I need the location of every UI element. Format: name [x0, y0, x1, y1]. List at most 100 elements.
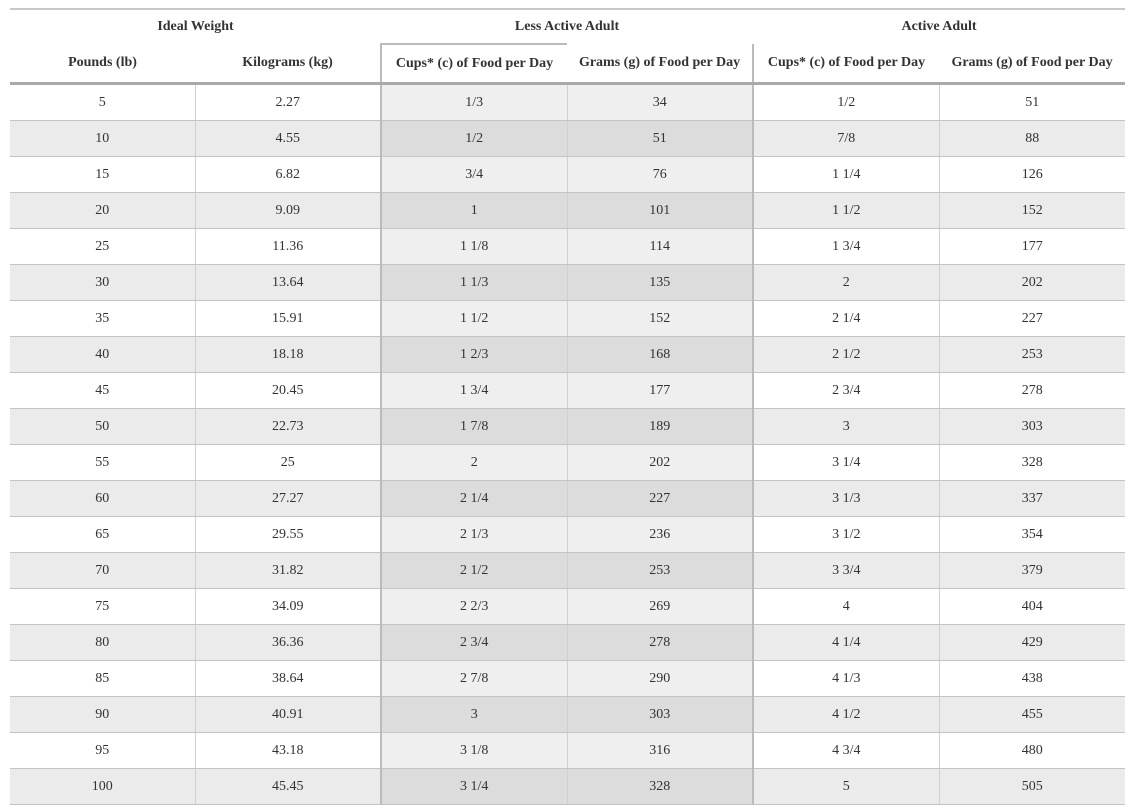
table-row: 100 45.45 3 1/4 328 5 505 [10, 768, 1126, 805]
table-cell: 80 [10, 624, 195, 661]
table-cell: 2 [380, 444, 567, 481]
table-cell: 2 1/3 [380, 516, 567, 553]
table-cell: 177 [938, 228, 1126, 265]
table-cell: 328 [566, 768, 755, 805]
table-cell: 438 [938, 660, 1126, 697]
table-cell: 2.27 [194, 83, 381, 121]
table-cell: 2 3/4 [380, 624, 567, 661]
table-row: 85 38.64 2 7/8 290 4 1/3 438 [10, 660, 1126, 697]
table-cell: 4 1/3 [752, 660, 940, 697]
table-cell: 135 [566, 264, 755, 301]
table-cell: 168 [566, 336, 755, 373]
table-cell: 7/8 [752, 120, 940, 157]
table-cell: 303 [938, 408, 1126, 445]
table-cell: 152 [566, 300, 755, 337]
table-cell: 70 [10, 552, 195, 589]
table-row: 65 29.55 2 1/3 236 3 1/2 354 [10, 516, 1126, 553]
table-cell: 55 [10, 444, 195, 481]
table-cell: 51 [566, 120, 755, 157]
table-cell: 11.36 [194, 228, 381, 265]
table-cell: 114 [566, 228, 755, 265]
table-row: 30 13.64 1 1/3 135 2 202 [10, 264, 1126, 301]
table-cell: 236 [566, 516, 755, 553]
table-cell: 25 [10, 228, 195, 265]
table-cell: 1/2 [752, 83, 940, 121]
table-cell: 20.45 [194, 372, 381, 409]
group-header: Ideal Weight [10, 8, 381, 44]
table-cell: 2 [752, 264, 940, 301]
table-cell: 3 1/3 [752, 480, 940, 517]
table-row: 75 34.09 2 2/3 269 4 404 [10, 588, 1126, 625]
table-cell: 1/3 [380, 83, 567, 121]
table-cell: 202 [566, 444, 755, 481]
table-cell: 95 [10, 732, 195, 769]
table-cell: 36.36 [194, 624, 381, 661]
table-cell: 3 3/4 [752, 552, 940, 589]
table-cell: 20 [10, 192, 195, 229]
table-cell: 40.91 [194, 696, 381, 733]
table-cell: 2 1/2 [752, 336, 940, 373]
table-cell: 9.09 [194, 192, 381, 229]
table-cell: 15.91 [194, 300, 381, 337]
table-cell: 40 [10, 336, 195, 373]
table-cell: 1 1/4 [752, 156, 940, 193]
table-cell: 505 [938, 768, 1126, 805]
table-cell: 2 3/4 [752, 372, 940, 409]
table-row: 70 31.82 2 1/2 253 3 3/4 379 [10, 552, 1126, 589]
table-cell: 328 [938, 444, 1126, 481]
table-cell: 152 [938, 192, 1126, 229]
table-cell: 4.55 [194, 120, 381, 157]
table-cell: 25 [194, 444, 381, 481]
column-header: Kilograms (kg) [195, 44, 381, 85]
table-cell: 3/4 [380, 156, 567, 193]
table-cell: 45 [10, 372, 195, 409]
table-cell: 1 3/4 [752, 228, 940, 265]
table-cell: 303 [566, 696, 755, 733]
table-cell: 337 [938, 480, 1126, 517]
table-cell: 45.45 [194, 768, 381, 805]
table-cell: 455 [938, 696, 1126, 733]
table-cell: 253 [566, 552, 755, 589]
table-cell: 1 3/4 [380, 372, 567, 409]
table-cell: 2 1/4 [752, 300, 940, 337]
feeding-table: Ideal Weight Less Active Adult Active Ad… [10, 8, 1126, 805]
table-cell: 404 [938, 588, 1126, 625]
table-row: 20 9.09 1 101 1 1/2 152 [10, 192, 1126, 229]
table-cell: 29.55 [194, 516, 381, 553]
table-cell: 2 7/8 [380, 660, 567, 697]
table-cell: 480 [938, 732, 1126, 769]
table-cell: 30 [10, 264, 195, 301]
table-row: 25 11.36 1 1/8 114 1 3/4 177 [10, 228, 1126, 265]
table-cell: 38.64 [194, 660, 381, 697]
table-cell: 1 1/3 [380, 264, 567, 301]
table-cell: 4 1/4 [752, 624, 940, 661]
group-header: Active Adult [753, 8, 1126, 44]
table-row: 55 25 2 202 3 1/4 328 [10, 444, 1126, 481]
table-cell: 88 [938, 120, 1126, 157]
table-cell: 5 [10, 83, 195, 121]
table-cell: 1 7/8 [380, 408, 567, 445]
table-cell: 76 [566, 156, 755, 193]
table-row: 15 6.82 3/4 76 1 1/4 126 [10, 156, 1126, 193]
table-cell: 13.64 [194, 264, 381, 301]
table-cell: 31.82 [194, 552, 381, 589]
table-row: 95 43.18 3 1/8 316 4 3/4 480 [10, 732, 1126, 769]
table-cell: 51 [938, 83, 1126, 121]
table-cell: 379 [938, 552, 1126, 589]
table-cell: 100 [10, 768, 195, 805]
table-cell: 3 1/2 [752, 516, 940, 553]
table-cell: 5 [752, 768, 940, 805]
column-header: Cups* (c) of Food per Day [380, 43, 567, 85]
table-cell: 189 [566, 408, 755, 445]
table-row: 5 2.27 1/3 34 1/2 51 [10, 83, 1126, 121]
table-cell: 15 [10, 156, 195, 193]
table-cell: 43.18 [194, 732, 381, 769]
table-cell: 202 [938, 264, 1126, 301]
table-cell: 4 3/4 [752, 732, 940, 769]
table-cell: 1/2 [380, 120, 567, 157]
table-cell: 2 1/2 [380, 552, 567, 589]
table-cell: 90 [10, 696, 195, 733]
table-cell: 34 [566, 83, 755, 121]
table-cell: 278 [566, 624, 755, 661]
